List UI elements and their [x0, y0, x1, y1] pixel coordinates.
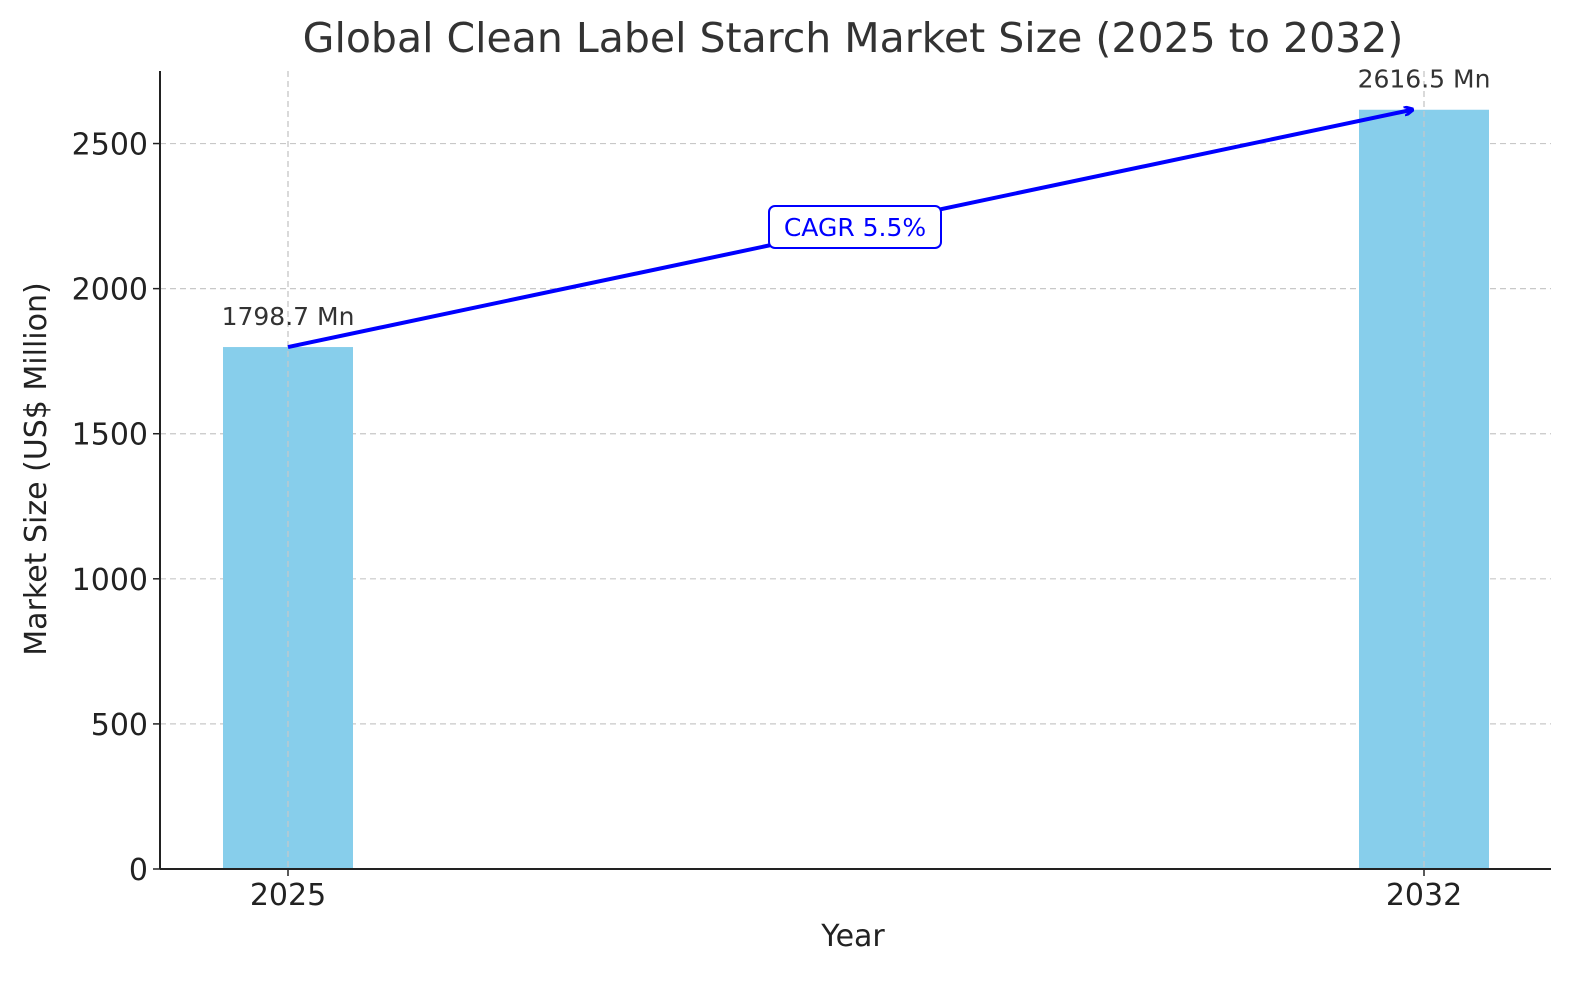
labels-layer: 1798.7 Mn 2616.5 Mn: [222, 65, 1491, 331]
y-tick-label: 2000: [72, 273, 148, 308]
y-axis-label: Market Size (US$ Million): [19, 282, 54, 655]
y-tick-label: 0: [129, 853, 148, 888]
y-tick-label: 1500: [72, 418, 148, 453]
chart-title: Global Clean Label Starch Market Size (2…: [303, 14, 1404, 62]
data-label: 2616.5 Mn: [1358, 65, 1491, 94]
x-axis-label: Year: [820, 919, 885, 954]
annotation-layer: CAGR 5.5%: [287, 110, 1412, 350]
data-label: 1798.7 Mn: [222, 302, 355, 331]
cagr-box: [768, 205, 942, 249]
y-tick-label: 2500: [72, 128, 148, 163]
cagr-label: CAGR 5.5%: [784, 213, 926, 242]
x-tick-label: 2025: [250, 878, 326, 913]
y-tick-label: 1000: [72, 563, 148, 598]
y-tick-label: 500: [91, 708, 148, 743]
grid-layer: [160, 71, 1551, 869]
axes-layer: 0 500 1000 1500 2000 2500 2025 2032: [72, 71, 1551, 913]
x-tick-label: 2032: [1386, 878, 1462, 913]
x-gridlines-overlay: [287, 71, 1425, 869]
